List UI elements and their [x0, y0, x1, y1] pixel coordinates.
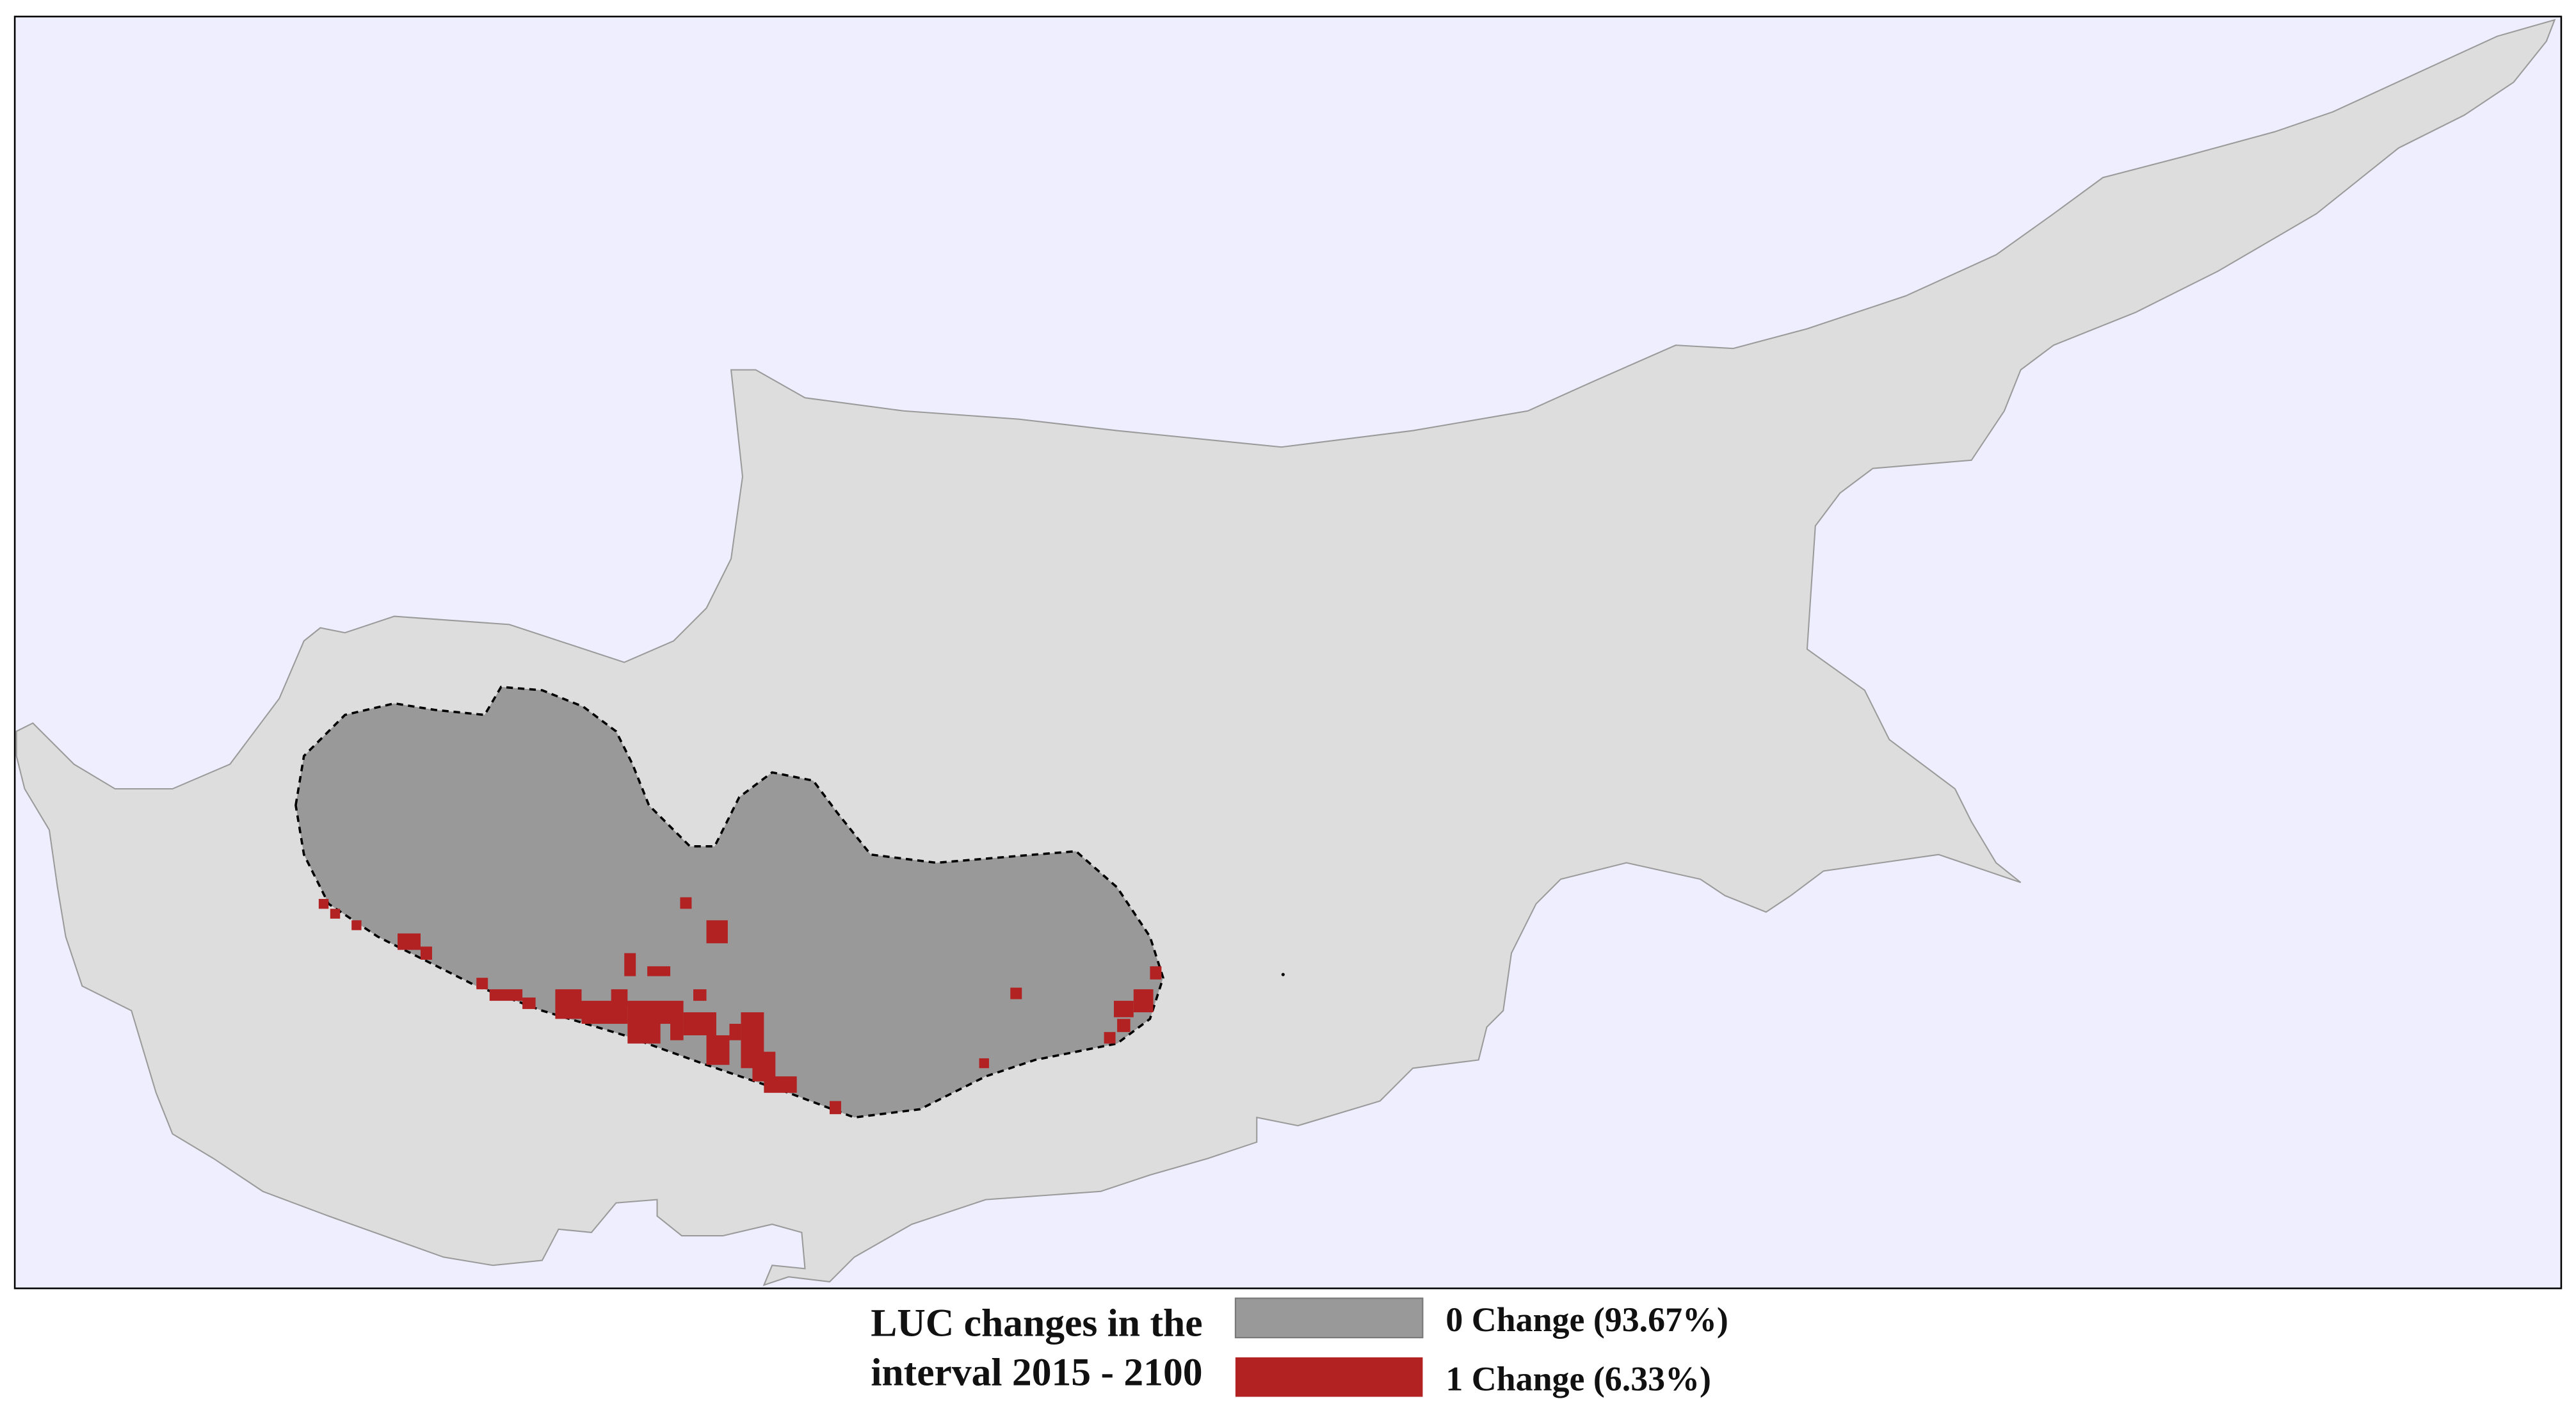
- change-cell: [829, 1101, 841, 1115]
- change-cell: [351, 920, 362, 930]
- change-cell: [476, 978, 488, 990]
- change-cell: [489, 989, 523, 1001]
- change-cell: [611, 989, 628, 1006]
- legend-label: 1 Change (6.33%): [1445, 1359, 1711, 1398]
- change-cell: [624, 953, 636, 976]
- change-cell: [979, 1058, 989, 1069]
- legend-swatch: [1235, 1357, 1423, 1397]
- study-zone: [294, 686, 1164, 1119]
- change-cell: [764, 1076, 797, 1093]
- change-cell: [398, 933, 421, 950]
- change-cell: [706, 1035, 730, 1065]
- change-cell: [647, 966, 671, 976]
- change-cell: [318, 898, 329, 909]
- change-cell: [1113, 1001, 1134, 1017]
- legend-title: LUC changes in the: [871, 1302, 1202, 1345]
- change-cell: [555, 989, 582, 1019]
- change-cell: [693, 989, 707, 1001]
- change-cell: [627, 1024, 661, 1044]
- change-cells: [318, 897, 1162, 1115]
- change-cell: [1117, 1019, 1131, 1032]
- change-cell: [706, 920, 728, 944]
- legend-swatch: [1234, 1297, 1424, 1339]
- change-cell: [683, 1012, 716, 1035]
- map-dot: [1281, 973, 1285, 976]
- change-cell: [729, 1024, 741, 1040]
- change-cell: [1150, 966, 1162, 980]
- change-cell: [680, 897, 692, 909]
- change-cell: [670, 1024, 684, 1040]
- legend-title: interval 2015 - 2100: [871, 1351, 1202, 1395]
- change-cell: [330, 909, 341, 919]
- change-cell: [1133, 989, 1154, 1013]
- change-cell: [1104, 1031, 1116, 1044]
- change-cell: [420, 946, 432, 960]
- change-cell: [1010, 987, 1022, 999]
- change-cell: [522, 997, 536, 1009]
- change-cell: [627, 1001, 684, 1024]
- legend-label: 0 Change (93.67%): [1445, 1300, 1728, 1339]
